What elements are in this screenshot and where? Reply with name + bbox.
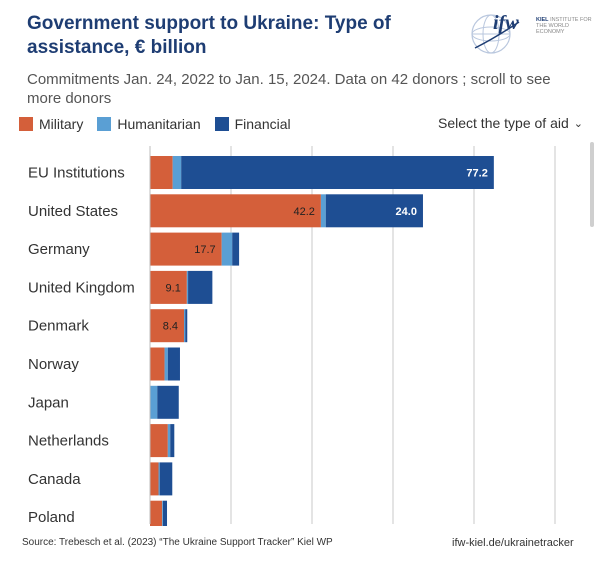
bar-denmark-humanitarian	[184, 309, 186, 343]
bar-netherlands-financial	[170, 424, 175, 458]
bar-canada-financial	[159, 462, 173, 496]
bar-eu-institutions-humanitarian	[172, 156, 182, 189]
bar-netherlands-military	[150, 424, 168, 458]
bar-eu-institutions-military	[150, 156, 173, 189]
bar-denmark-financial	[185, 309, 188, 343]
bar-netherlands-humanitarian	[167, 424, 171, 458]
bar-poland-military	[150, 500, 163, 526]
category-label-poland: Poland	[28, 509, 75, 526]
logo-wordmark: ifw	[493, 12, 519, 34]
scrollbar[interactable]	[590, 142, 594, 227]
logo-line-1: KIEL	[536, 17, 549, 23]
tracker-link[interactable]: ifw-kiel.de/ukrainetracker	[452, 537, 574, 549]
source-note: Source: Trebesch et al. (2023) “The Ukra…	[22, 537, 333, 548]
ifw-logo: ifw KIEL INSTITUTE FOR THE WORLD ECONOMY	[463, 8, 593, 58]
category-label-germany: Germany	[28, 241, 90, 258]
aid-type-dropdown-label: Select the type of aid	[438, 115, 569, 131]
bar-canada-military	[150, 462, 159, 496]
bar-japan-financial	[157, 385, 179, 419]
aid-type-dropdown[interactable]: Select the type of aid ⌄	[438, 115, 583, 131]
legend-label-humanitarian: Humanitarian	[117, 116, 201, 132]
legend-item-financial[interactable]: Financial	[214, 116, 291, 132]
category-label-united-states: United States	[28, 203, 118, 220]
chevron-down-icon: ⌄	[573, 117, 583, 130]
bar-eu-institutions-financial	[181, 156, 494, 189]
bar-japan-humanitarian	[150, 385, 158, 419]
logo-line-2: INSTITUTE FOR	[550, 17, 592, 23]
logo-tagline: KIEL INSTITUTE FOR THE WORLD ECONOMY	[536, 17, 596, 35]
bar-canada-humanitarian	[158, 462, 160, 496]
legend-label-military: Military	[39, 116, 84, 132]
legend-label-financial: Financial	[234, 116, 291, 132]
data-label-united-kingdom-military: 9.1	[166, 282, 181, 294]
data-label-denmark-military: 8.4	[163, 321, 178, 333]
data-label-united-states-military: 42.2	[293, 206, 314, 218]
bar-germany-humanitarian	[221, 232, 233, 266]
category-label-canada: Canada	[28, 471, 81, 488]
bar-poland-financial	[162, 500, 168, 526]
legend-item-humanitarian[interactable]: Humanitarian	[97, 116, 201, 132]
bar-denmark-military	[150, 309, 185, 343]
bar-norway-humanitarian	[164, 347, 168, 381]
chart-title: Government support to Ukraine: Type of a…	[27, 13, 391, 58]
legend-swatch-humanitarian	[97, 117, 112, 131]
legend-swatch-military	[19, 117, 33, 131]
legend: Military Humanitarian Financial	[19, 116, 305, 132]
data-label-germany-military: 17.7	[194, 244, 215, 256]
bar-chart: EU Institutions United States Germany Unite…	[28, 146, 556, 526]
data-label-eu-institutions-financial: 77.2	[466, 168, 487, 180]
bar-united-kingdom-financial	[188, 270, 213, 304]
category-label-netherlands: Netherlands	[28, 433, 109, 450]
category-label-united-kingdom: United Kingdom	[28, 279, 135, 296]
globe-icon	[471, 14, 520, 54]
bar-germany-financial	[232, 232, 240, 266]
category-label-denmark: Denmark	[28, 318, 89, 335]
chart-subtitle: Commitments Jan. 24, 2022 to Jan. 15, 20…	[27, 71, 551, 107]
legend-swatch-financial	[214, 117, 229, 131]
category-label-eu-institutions: EU Institutions	[28, 165, 125, 182]
bar-germany-military	[150, 232, 222, 266]
bar-united-states-military	[150, 194, 321, 228]
bar-united-kingdom-humanitarian	[186, 270, 189, 304]
bar-poland-humanitarian	[162, 500, 163, 526]
bar-united-states-financial	[325, 194, 423, 228]
bar-norway-financial	[167, 347, 180, 381]
data-label-united-states-financial: 24.0	[396, 206, 417, 218]
category-label-norway: Norway	[28, 356, 79, 373]
bar-united-states-humanitarian	[320, 194, 326, 228]
legend-item-military[interactable]: Military	[19, 116, 83, 132]
bar-norway-military	[150, 347, 165, 381]
category-label-japan: Japan	[28, 394, 69, 411]
bar-united-kingdom-military	[150, 270, 187, 304]
logo-line-3: THE WORLD ECONOMY	[536, 23, 569, 35]
